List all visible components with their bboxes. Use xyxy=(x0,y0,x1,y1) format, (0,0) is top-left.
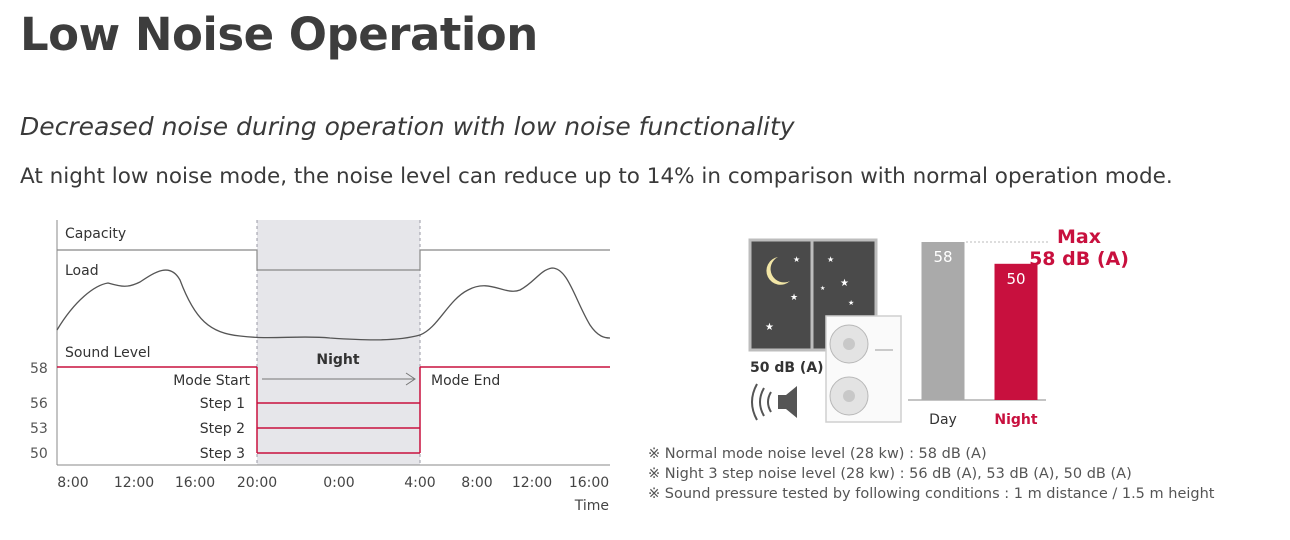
footnote: ※ Night 3 step noise level (28 kw) : 56 … xyxy=(648,466,1132,482)
bar-value-label: 58 xyxy=(933,248,952,266)
capacity-label: Capacity xyxy=(65,226,126,242)
night-label: Night xyxy=(316,352,360,368)
night-arrow-head xyxy=(405,372,416,386)
noise-level-label: 50 dB (A) xyxy=(750,360,824,376)
capacity-line xyxy=(57,249,610,271)
page-description: At night low noise mode, the noise level… xyxy=(20,164,1173,189)
x-tick: 16:00 xyxy=(569,475,609,491)
category-label-night: Night xyxy=(994,412,1038,428)
y-tick: 53 xyxy=(30,421,48,437)
x-tick: 20:00 xyxy=(237,475,277,491)
page-subtitle: Decreased noise during operation with lo… xyxy=(20,112,795,141)
load-curve xyxy=(56,267,611,341)
star-icon: ★ xyxy=(765,322,774,333)
mode-end-label: Mode End xyxy=(431,373,500,389)
x-tick: 16:00 xyxy=(175,475,215,491)
bar-night xyxy=(994,263,1038,400)
step-3-label: Step 3 xyxy=(200,446,245,462)
category-label-day: Day xyxy=(929,412,957,428)
star-icon: ★ xyxy=(848,299,854,307)
y-tick: 56 xyxy=(30,396,48,412)
star-icon: ★ xyxy=(827,255,834,264)
x-tick: 4:00 xyxy=(404,475,435,491)
night-band xyxy=(257,220,420,465)
footnote: ※ Normal mode noise level (28 kw) : 58 d… xyxy=(648,446,987,462)
x-tick: 8:00 xyxy=(461,475,492,491)
star-icon: ★ xyxy=(793,255,800,264)
x-axis-label: Time xyxy=(574,498,609,514)
max-annotation-line2: 58 dB (A) xyxy=(1029,248,1129,270)
star-icon: ★ xyxy=(820,285,825,292)
footnote: ※ Sound pressure tested by following con… xyxy=(648,486,1215,502)
step-1-label: Step 1 xyxy=(200,396,245,412)
step-2-label: Step 2 xyxy=(200,421,245,437)
outdoor-unit-illustration xyxy=(825,315,902,423)
bar-group: 58 50 xyxy=(921,242,1038,400)
footnotes: ※ Normal mode noise level (28 kw) : 58 d… xyxy=(648,444,1214,504)
x-tick: 0:00 xyxy=(323,475,354,491)
bar-day xyxy=(921,242,965,400)
mode-start-label: Mode Start xyxy=(173,373,250,389)
load-label: Load xyxy=(65,263,99,279)
max-annotation-line1: Max xyxy=(1057,226,1101,248)
bar-value-label: 50 xyxy=(1006,270,1025,288)
star-icon: ★ xyxy=(840,278,849,289)
moon-icon xyxy=(766,257,790,285)
y-tick: 58 xyxy=(30,361,48,377)
speaker-icon xyxy=(751,383,797,421)
night-window-illustration: ★ ★ ★ ★ ★ ★ ★ xyxy=(748,238,878,352)
noise-timeline-chart: Capacity Load Sound Level Night Mode Sta… xyxy=(30,220,611,514)
x-tick: 12:00 xyxy=(512,475,552,491)
page-title: Low Noise Operation xyxy=(20,8,538,61)
x-tick: 8:00 xyxy=(57,475,88,491)
star-icon: ★ xyxy=(790,293,798,303)
sound-level-label: Sound Level xyxy=(65,345,151,361)
x-tick: 12:00 xyxy=(114,475,154,491)
y-tick: 50 xyxy=(30,446,48,462)
